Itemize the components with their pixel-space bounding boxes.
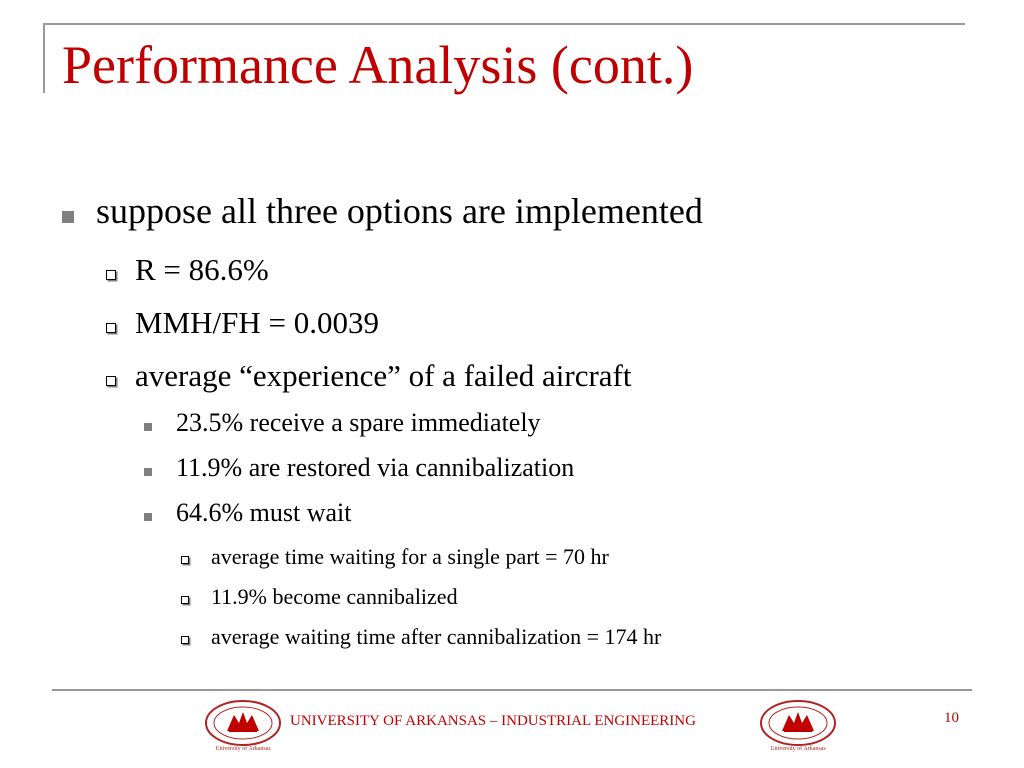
bullet-item: suppose all three options are implemente… (62, 190, 703, 232)
bullet-text: average “experience” of a failed aircraf… (135, 358, 632, 393)
title-corner-rule-vertical (43, 23, 45, 93)
hollow-square-bullet-icon (181, 596, 189, 604)
bullet-text: average waiting time after cannibalizati… (211, 624, 662, 649)
bullet-item: R = 86.6% (106, 252, 269, 288)
bullet-text: suppose all three options are implemente… (96, 191, 703, 231)
hollow-square-bullet-icon (181, 636, 189, 644)
bullet-text: R = 86.6% (135, 252, 269, 287)
footer-text: UNIVERSITY OF ARKANSAS – INDUSTRIAL ENGI… (290, 713, 696, 729)
filled-square-bullet-icon (144, 423, 152, 431)
hollow-square-bullet-icon (106, 323, 116, 333)
filled-square-bullet-icon (144, 468, 152, 476)
bullet-item: average waiting time after cannibalizati… (181, 624, 661, 650)
bullet-text: MMH/FH = 0.0039 (135, 305, 379, 340)
university-seal-logo: University of Arkansas (760, 700, 836, 752)
bullet-text: 23.5% receive a spare immediately (176, 408, 541, 437)
bullet-item: MMH/FH = 0.0039 (106, 305, 379, 341)
hollow-square-bullet-icon (106, 270, 116, 280)
bullet-item: average “experience” of a failed aircraf… (106, 358, 631, 394)
hollow-square-bullet-icon (106, 376, 116, 386)
bullet-item: average time waiting for a single part =… (181, 544, 609, 570)
title-corner-rule-horizontal (43, 23, 965, 25)
slide-title: Performance Analysis (cont.) (62, 35, 694, 95)
bullet-item: 11.9% are restored via cannibalization (144, 453, 574, 483)
footer-rule (52, 689, 972, 691)
filled-square-bullet-icon (144, 513, 152, 521)
seal-caption: University of Arkansas (215, 745, 271, 752)
filled-square-bullet-icon (62, 211, 74, 223)
bullet-text: average time waiting for a single part =… (211, 544, 609, 569)
bullet-text: 64.6% must wait (176, 498, 352, 527)
bullet-item: 23.5% receive a spare immediately (144, 408, 541, 438)
bullet-text: 11.9% become cannibalized (211, 584, 458, 609)
page-number: 10 (944, 710, 959, 726)
bullet-text: 11.9% are restored via cannibalization (176, 453, 575, 482)
bullet-item: 11.9% become cannibalized (181, 584, 458, 610)
hollow-square-bullet-icon (181, 556, 189, 564)
bullet-item: 64.6% must wait (144, 498, 352, 528)
footer: University of Arkansas UNIVERSITY OF ARK… (0, 696, 1024, 756)
seal-caption: University of Arkansas (770, 745, 826, 752)
university-seal-logo: University of Arkansas (205, 700, 281, 752)
